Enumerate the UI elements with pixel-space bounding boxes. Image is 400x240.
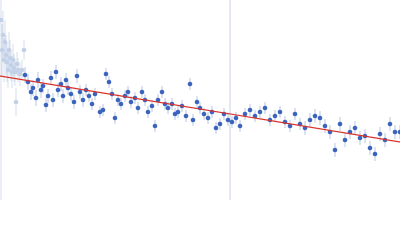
data-point (28, 89, 34, 95)
data-point (118, 101, 124, 107)
data-point (53, 69, 59, 75)
data-point (38, 87, 44, 93)
data-point (115, 97, 121, 103)
data-point (112, 115, 118, 121)
data-point (372, 151, 378, 157)
data-point (159, 89, 165, 95)
data-point (145, 109, 151, 115)
data-point (50, 97, 56, 103)
data-point (10, 57, 16, 63)
data-point (213, 125, 219, 131)
data-point (225, 117, 231, 123)
data-point (397, 129, 400, 135)
data-point (337, 121, 343, 127)
data-point (317, 115, 323, 121)
data-point (92, 91, 98, 97)
data-point (33, 95, 39, 101)
data-point (60, 93, 66, 99)
data-point (387, 121, 393, 127)
data-point (48, 75, 54, 81)
data-point (257, 109, 263, 115)
data-point (22, 72, 28, 78)
data-point (165, 105, 171, 111)
data-point (277, 109, 283, 115)
data-point (149, 103, 155, 109)
data-point (2, 39, 8, 45)
data-point (194, 99, 200, 105)
data-point (229, 119, 235, 125)
data-point (43, 102, 49, 108)
data-point (71, 99, 77, 105)
data-point (357, 135, 363, 141)
data-point (262, 105, 268, 111)
data-point (377, 131, 383, 137)
data-point (183, 113, 189, 119)
data-point (190, 117, 196, 123)
data-point (80, 97, 86, 103)
data-point (201, 111, 207, 117)
data-point (14, 61, 20, 67)
data-point (312, 113, 318, 119)
data-point (237, 123, 243, 129)
data-point (367, 145, 373, 151)
data-point (352, 125, 358, 131)
data-point (63, 77, 69, 83)
data-point (3, 52, 9, 58)
data-point (307, 117, 313, 123)
data-point (152, 123, 158, 129)
data-point (0, 32, 6, 38)
chart (0, 0, 400, 200)
data-point (272, 113, 278, 119)
data-point (4, 59, 10, 65)
data-point (106, 79, 112, 85)
data-point (89, 101, 95, 107)
data-point (242, 111, 248, 117)
data-point (0, 17, 4, 23)
data-point (21, 47, 27, 53)
data-point (252, 113, 258, 119)
data-point (86, 93, 92, 99)
data-point (13, 99, 19, 105)
data-point (5, 67, 11, 73)
data-point (128, 99, 134, 105)
data-point (17, 71, 23, 77)
data-point (19, 67, 25, 73)
data-point (287, 123, 293, 129)
data-point (74, 73, 80, 79)
data-point (135, 105, 141, 111)
data-point (77, 89, 83, 95)
data-point (40, 83, 46, 89)
data-point (8, 62, 14, 68)
data-point (15, 67, 21, 73)
data-point (187, 81, 193, 87)
data-point (100, 107, 106, 113)
data-point (155, 97, 161, 103)
data-point (103, 71, 109, 77)
data-point (217, 121, 223, 127)
data-point (30, 85, 36, 91)
data-point (125, 89, 131, 95)
data-point (0, 47, 5, 53)
data-point (35, 77, 41, 83)
data-point (292, 111, 298, 117)
data-point (6, 47, 12, 53)
data-point (175, 109, 181, 115)
data-point (205, 115, 211, 121)
data-point (68, 91, 74, 97)
data-point (322, 123, 328, 129)
data-point (58, 81, 64, 87)
data-point (233, 115, 239, 121)
fit-line (0, 75, 400, 143)
data-point (342, 137, 348, 143)
data-point (55, 87, 61, 93)
data-point (11, 65, 17, 71)
data-point (45, 93, 51, 99)
data-point (247, 107, 253, 113)
data-point (139, 89, 145, 95)
data-point (392, 129, 398, 135)
data-point (332, 147, 338, 153)
